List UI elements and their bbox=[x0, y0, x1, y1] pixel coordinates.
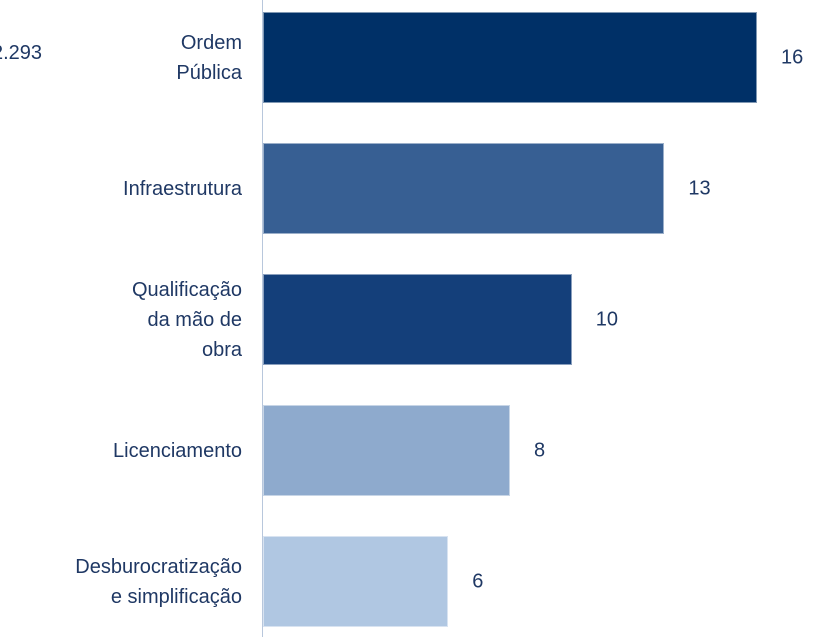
bar bbox=[263, 274, 572, 365]
axis-line bbox=[262, 0, 263, 637]
value-label: 13 bbox=[688, 177, 711, 199]
value-label: 16 bbox=[781, 46, 804, 68]
category-label: Qualificação da mão de obra bbox=[131, 278, 242, 361]
annotation: 2.293 bbox=[0, 42, 43, 64]
bar bbox=[263, 143, 665, 234]
value-label: 8 bbox=[534, 439, 546, 461]
bar bbox=[263, 536, 449, 627]
category-label: Ordem Pública bbox=[176, 31, 242, 84]
value-label: 10 bbox=[595, 308, 618, 330]
category-label: Infraestrutura bbox=[123, 177, 242, 200]
category-label: Desburocratização e simplificação bbox=[75, 555, 242, 608]
bar bbox=[263, 12, 757, 103]
value-label: 6 bbox=[472, 570, 484, 592]
bar bbox=[263, 405, 510, 496]
category-label: Licenciamento bbox=[113, 439, 242, 462]
